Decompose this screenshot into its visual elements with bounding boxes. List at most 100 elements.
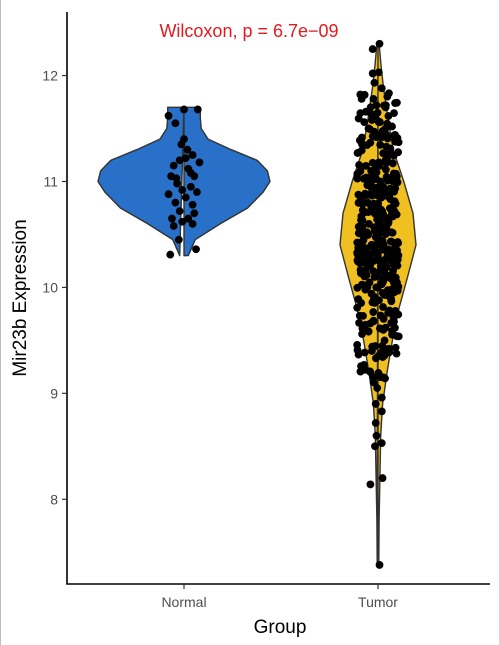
point-normal — [186, 169, 195, 177]
point-tumor — [364, 124, 373, 133]
point-normal — [188, 151, 197, 159]
point-tumor — [368, 342, 377, 351]
point-tumor — [358, 91, 367, 100]
point-tumor — [376, 140, 385, 149]
y-axis-title: Mir23b Expression — [10, 219, 31, 376]
point-tumor — [380, 336, 389, 345]
point-tumor — [357, 146, 366, 155]
point-normal — [172, 174, 181, 183]
point-tumor — [354, 114, 363, 123]
point-tumor — [371, 442, 379, 451]
point-tumor — [357, 299, 366, 307]
point-tumor — [377, 262, 385, 271]
x-tick-label: Normal — [161, 594, 206, 610]
point-tumor — [386, 195, 395, 204]
point-tumor — [358, 133, 366, 142]
point-tumor — [388, 228, 397, 237]
y-tick-label: 11 — [43, 173, 58, 189]
point-normal — [184, 214, 193, 223]
y-tick-label: 9 — [50, 385, 58, 401]
point-normal — [168, 214, 176, 223]
point-tumor — [376, 118, 384, 126]
point-normal — [180, 105, 188, 114]
point-tumor — [377, 393, 386, 402]
point-tumor — [354, 244, 363, 252]
point-tumor — [368, 158, 377, 167]
point-tumor — [379, 373, 388, 382]
point-tumor — [370, 78, 379, 87]
point-tumor — [372, 354, 380, 363]
point-tumor — [366, 260, 375, 269]
point-tumor — [354, 222, 363, 231]
point-normal — [183, 145, 192, 154]
point-normal — [181, 154, 190, 163]
point-tumor — [353, 340, 362, 349]
point-normal — [181, 193, 190, 202]
point-tumor — [375, 296, 383, 305]
jitter-points-layer — [164, 39, 403, 569]
point-tumor — [375, 39, 384, 48]
point-tumor — [366, 138, 375, 147]
point-tumor — [373, 131, 382, 140]
y-ticks: 8 9 10 11 12 — [42, 68, 67, 507]
point-tumor — [394, 310, 403, 319]
point-tumor — [353, 256, 362, 265]
point-tumor — [391, 99, 399, 107]
point-tumor — [380, 101, 388, 110]
point-normal — [169, 222, 178, 230]
point-tumor — [368, 69, 377, 78]
point-tumor — [392, 349, 401, 358]
x-axis-title: Group — [254, 617, 307, 638]
point-normal — [175, 207, 184, 216]
point-tumor — [370, 111, 379, 120]
point-tumor — [353, 250, 362, 259]
point-normal — [193, 105, 202, 114]
point-tumor — [371, 419, 380, 427]
point-tumor — [383, 121, 392, 130]
point-tumor — [385, 344, 393, 353]
point-normal — [177, 140, 186, 149]
point-tumor — [383, 132, 392, 141]
point-tumor — [364, 327, 373, 336]
point-normal — [164, 190, 173, 199]
point-tumor — [361, 161, 370, 170]
point-tumor — [389, 267, 397, 275]
wilcoxon-annotation: Wilcoxon, p = 6.7e−09 — [159, 21, 338, 41]
point-tumor — [393, 261, 402, 270]
point-tumor — [357, 140, 366, 148]
point-tumor — [360, 118, 369, 126]
point-tumor — [387, 294, 395, 303]
point-tumor — [360, 208, 369, 217]
point-tumor — [378, 209, 387, 218]
y-tick-label: 12 — [42, 68, 58, 84]
point-tumor — [366, 367, 374, 376]
point-tumor — [391, 343, 400, 352]
point-tumor — [388, 330, 396, 339]
point-tumor — [354, 190, 363, 199]
point-tumor — [379, 315, 388, 323]
point-tumor — [386, 256, 395, 265]
point-normal — [192, 245, 200, 254]
point-tumor — [368, 45, 377, 53]
point-normal — [188, 219, 197, 228]
point-tumor — [383, 92, 392, 101]
point-normal — [174, 235, 183, 244]
point-tumor — [392, 169, 400, 178]
point-tumor — [360, 272, 369, 281]
point-tumor — [379, 303, 387, 311]
point-tumor — [375, 162, 384, 170]
point-tumor — [376, 186, 385, 195]
point-tumor — [377, 280, 386, 289]
point-tumor — [371, 400, 380, 408]
point-tumor — [359, 174, 368, 183]
point-tumor — [354, 350, 363, 359]
point-tumor — [382, 142, 391, 151]
point-tumor — [361, 189, 370, 198]
point-tumor — [394, 282, 403, 291]
point-tumor — [355, 161, 363, 169]
point-normal — [169, 161, 178, 170]
axes-layer — [66, 12, 490, 585]
point-tumor — [377, 439, 386, 448]
point-normal — [188, 200, 197, 209]
point-tumor — [382, 222, 391, 230]
